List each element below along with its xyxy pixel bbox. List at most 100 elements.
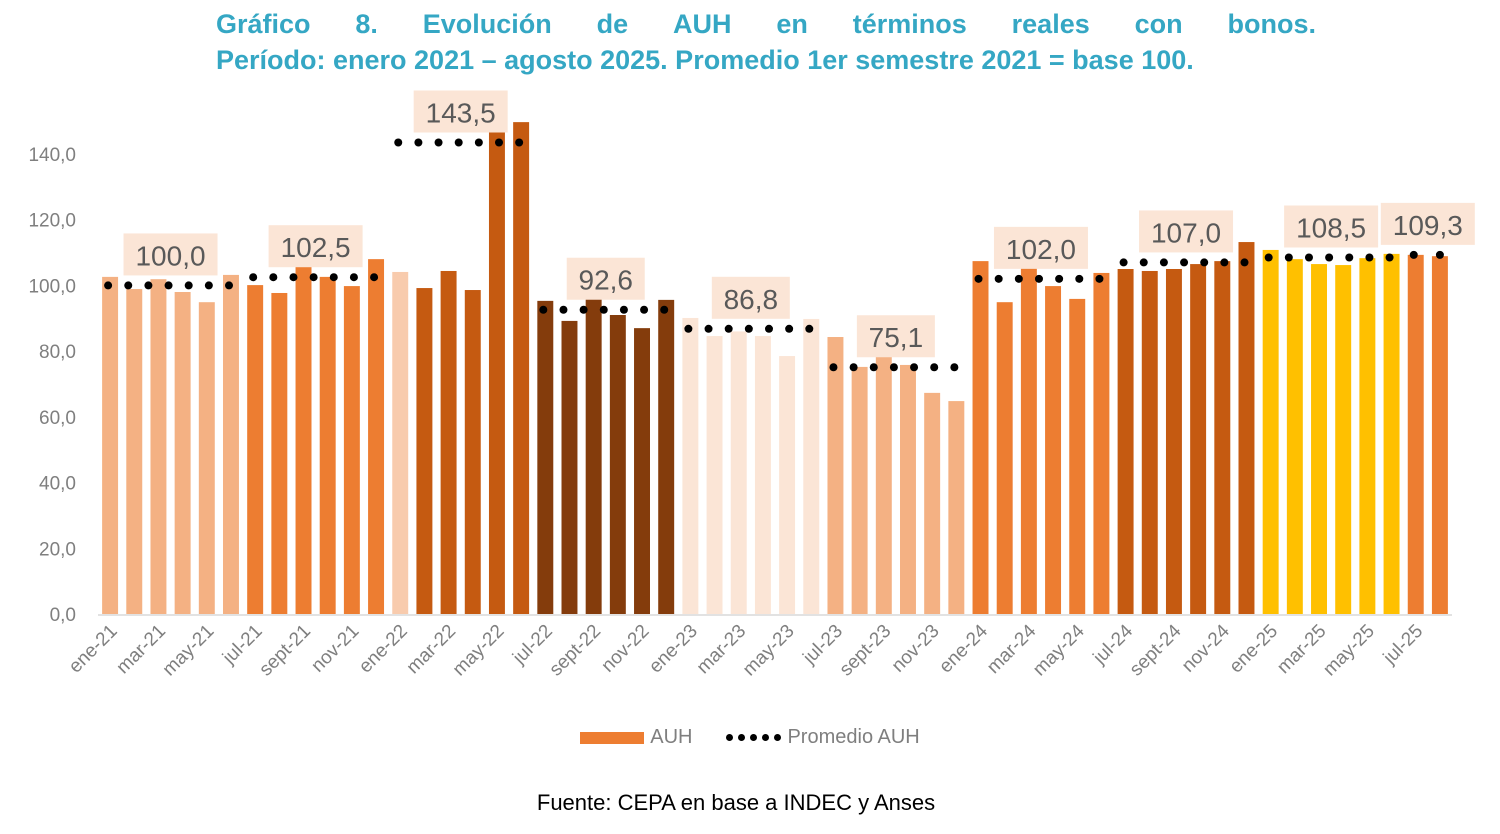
average-dot bbox=[660, 305, 669, 314]
average-label: 100,0 bbox=[135, 240, 205, 271]
title-word: términos bbox=[852, 9, 967, 39]
average-dot bbox=[1075, 274, 1084, 283]
title-word: bonos. bbox=[1227, 9, 1316, 39]
bar-oct-24 bbox=[1190, 264, 1207, 614]
x-tick-label: may-21 bbox=[159, 621, 219, 681]
average-dot bbox=[515, 138, 524, 147]
average-dot bbox=[640, 305, 649, 314]
bar-dic-24 bbox=[1238, 242, 1255, 615]
average-dot bbox=[1365, 253, 1374, 262]
average-dot bbox=[559, 305, 568, 314]
legend-item-auh: AUH bbox=[580, 726, 692, 749]
average-label: 143,5 bbox=[426, 98, 496, 129]
x-tick-label: sept-23 bbox=[836, 621, 896, 681]
bars bbox=[102, 122, 1448, 615]
average-dot bbox=[394, 138, 403, 147]
average-dot bbox=[785, 324, 794, 333]
y-tick-label: 40,0 bbox=[39, 474, 76, 495]
average-dot bbox=[684, 324, 693, 333]
average-dot bbox=[144, 281, 153, 290]
bar-abr-23 bbox=[754, 336, 771, 614]
bar-chart: 0,0 20,0 40,0 60,0 80,0 100,0 120,0 140,0 ene-2… bbox=[28, 90, 1475, 681]
average-dot bbox=[1014, 274, 1023, 283]
average-label-box bbox=[856, 315, 935, 358]
bar-abr-21 bbox=[174, 292, 191, 614]
bar-feb-21 bbox=[126, 289, 143, 614]
average-dot bbox=[724, 324, 733, 333]
bar-mar-22 bbox=[440, 270, 457, 614]
average-dot bbox=[910, 363, 919, 372]
bar-ene-22 bbox=[392, 271, 409, 614]
average-dot bbox=[370, 273, 379, 282]
bar-ago-23 bbox=[851, 366, 868, 614]
average-dot bbox=[1119, 258, 1128, 267]
average-label: 75,1 bbox=[869, 322, 924, 353]
average-dot bbox=[1034, 274, 1043, 283]
x-tick-label: sept-22 bbox=[546, 621, 606, 681]
average-label: 108,5 bbox=[1296, 213, 1366, 244]
average-dot bbox=[1220, 258, 1229, 267]
bar-feb-22 bbox=[416, 288, 433, 614]
bar-ago-25 bbox=[1431, 256, 1448, 614]
y-tick-label: 20,0 bbox=[39, 539, 76, 560]
bar-abr-22 bbox=[464, 290, 481, 614]
average-dot bbox=[1139, 258, 1148, 267]
average-dot bbox=[805, 324, 814, 333]
bar-dic-23 bbox=[948, 401, 965, 614]
title-word: Evolución bbox=[422, 9, 552, 39]
bar-sept-23 bbox=[875, 352, 892, 614]
x-tick-label: jul-25 bbox=[1379, 621, 1427, 669]
bar-jul-21 bbox=[247, 285, 264, 614]
bar-nov-22 bbox=[634, 328, 650, 614]
average-dot bbox=[930, 363, 939, 372]
average-dot bbox=[1304, 253, 1313, 262]
average-dot bbox=[744, 324, 753, 333]
bar-may-22 bbox=[488, 122, 505, 614]
average-label-box bbox=[993, 226, 1088, 269]
x-tick-label: sept-21 bbox=[255, 621, 315, 681]
average-dot bbox=[434, 138, 443, 147]
average-label: 92,6 bbox=[579, 265, 634, 296]
bar-ago-21 bbox=[271, 292, 288, 614]
bar-ene-23 bbox=[682, 317, 699, 614]
bar-may-25 bbox=[1359, 258, 1376, 614]
bar-jul-24 bbox=[1117, 269, 1134, 614]
x-tick-label: ene-24 bbox=[935, 620, 992, 677]
bar-jun-25 bbox=[1383, 253, 1400, 614]
average-dot bbox=[164, 281, 173, 290]
bar-nov-23 bbox=[924, 392, 941, 614]
x-tick-label: ene-23 bbox=[645, 621, 702, 678]
bar-ene-25 bbox=[1262, 249, 1279, 614]
average-dot bbox=[1180, 258, 1189, 267]
average-dot bbox=[950, 363, 959, 372]
y-axis: 0,0 20,0 40,0 60,0 80,0 100,0 120,0 140,0 bbox=[28, 145, 76, 626]
bar-jun-22 bbox=[513, 122, 530, 614]
chart-title-line-1: Gráfico 8. Evolución de AUH en términos reales c… bbox=[216, 6, 1316, 42]
bar-nov-21 bbox=[343, 286, 360, 614]
chart-title-line-2: Período: enero 2021 – agosto 2025. Prome… bbox=[216, 45, 1194, 75]
average-label-box bbox=[123, 233, 218, 276]
bar-sept-21 bbox=[295, 266, 312, 614]
average-dot bbox=[1159, 258, 1168, 267]
average-dot bbox=[889, 363, 898, 372]
legend-dots-icon bbox=[726, 734, 782, 741]
average-dot bbox=[764, 324, 773, 333]
average-dot bbox=[994, 274, 1003, 283]
bar-oct-21 bbox=[319, 276, 336, 614]
x-tick-label: may-23 bbox=[739, 621, 799, 681]
bar-jun-21 bbox=[223, 274, 239, 614]
title-word: de bbox=[596, 9, 629, 39]
title-word: AUH bbox=[673, 9, 732, 39]
title-word: en bbox=[776, 9, 808, 39]
average-labels: 100,0 102,5 143,5 92,6 86,8 75,1 102,0 107,0 108… bbox=[123, 90, 1475, 358]
x-tick-label: ene-22 bbox=[355, 621, 412, 678]
average-dot bbox=[1284, 253, 1293, 262]
bar-may-23 bbox=[779, 356, 796, 614]
average-label-box bbox=[1284, 205, 1379, 248]
y-tick-label: 100,0 bbox=[28, 276, 76, 297]
legend: AUH Promedio AUH bbox=[0, 726, 1500, 749]
bar-mar-21 bbox=[150, 279, 167, 614]
bar-ago-24 bbox=[1141, 270, 1158, 614]
average-dot bbox=[849, 363, 858, 372]
bar-jun-24 bbox=[1093, 272, 1110, 614]
